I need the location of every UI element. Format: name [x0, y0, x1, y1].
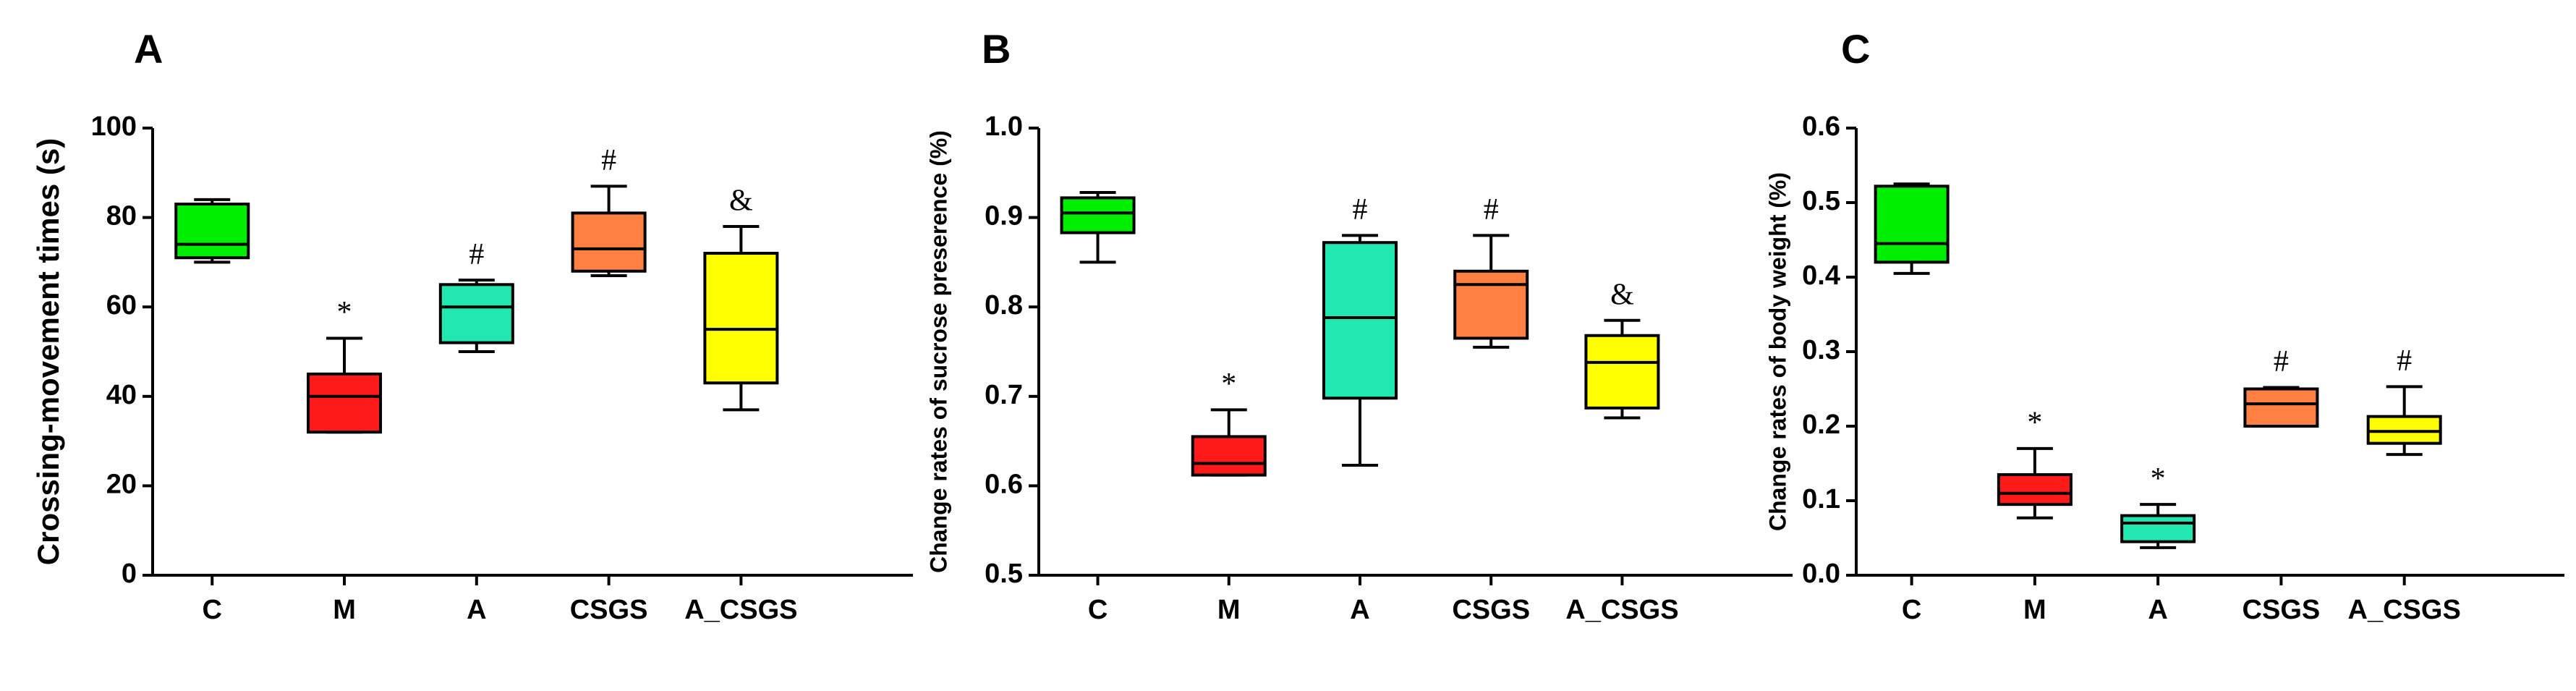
y-tick-label: 0.0 [1802, 559, 1840, 589]
y-tick-label: 0.2 [1802, 410, 1840, 440]
box [2243, 387, 2319, 428]
annotation: * [337, 296, 352, 329]
x-tick-label: M [2023, 595, 2046, 625]
y-tick-label: 0.6 [985, 469, 1023, 499]
y-tick-label: 100 [91, 111, 137, 142]
x-tick-label: M [1217, 595, 1241, 625]
box [1997, 472, 2073, 506]
x-tick-label: CSGS [1452, 595, 1530, 625]
box [1191, 435, 1267, 477]
annotation: # [601, 144, 616, 177]
x-tick-label: A [2148, 595, 2167, 625]
annotation: & [729, 185, 753, 218]
y-tick-label: 0.8 [985, 290, 1023, 321]
annotation: # [1484, 193, 1499, 226]
y-tick-label: 1.0 [985, 111, 1023, 142]
box [1060, 196, 1136, 234]
annotation: # [1352, 193, 1367, 226]
box [2120, 514, 2196, 543]
x-tick-label: A [1350, 595, 1369, 625]
annotation: * [2151, 462, 2166, 496]
y-tick-label: 0.1 [1802, 484, 1840, 514]
x-tick-label: A_CSGS [2348, 595, 2461, 625]
y-axis-label: Crossing-movement times (s) [31, 138, 65, 565]
x-tick-label: M [333, 595, 356, 625]
box [571, 211, 647, 273]
box [1322, 241, 1398, 400]
y-tick-label: 20 [106, 469, 137, 499]
y-tick-label: 0.7 [985, 380, 1023, 410]
x-tick-label: C [1088, 595, 1108, 625]
panel-letter: A [134, 26, 163, 72]
x-tick-label: A [467, 595, 486, 625]
y-tick-label: 80 [106, 201, 137, 232]
y-tick-label: 40 [106, 380, 137, 410]
x-tick-label: A_CSGS [684, 595, 797, 625]
box [307, 372, 383, 434]
annotation: # [2274, 345, 2289, 378]
y-tick-label: 0.5 [1802, 186, 1840, 216]
box [1874, 185, 1950, 264]
x-tick-label: C [1902, 595, 1921, 625]
annotation: * [2027, 407, 2042, 440]
x-tick-label: CSGS [570, 595, 648, 625]
annotation: & [1610, 278, 1634, 311]
y-tick-label: 0.6 [1802, 111, 1840, 142]
y-axis-label: Change rates of body weight (%) [1764, 172, 1790, 531]
box [1584, 334, 1660, 410]
y-tick-label: 0.3 [1802, 335, 1840, 365]
y-tick-label: 0 [122, 559, 137, 589]
box [703, 252, 779, 385]
annotation: # [2397, 344, 2412, 378]
x-tick-label: CSGS [2243, 595, 2321, 625]
y-tick-label: 60 [106, 290, 137, 321]
box [174, 203, 250, 260]
y-axis-label: Change rates of sucrose preserence (%) [925, 130, 951, 573]
box [1453, 269, 1529, 340]
y-tick-label: 0.5 [985, 559, 1023, 589]
box [438, 283, 514, 344]
box [2366, 415, 2442, 445]
panel-letter: C [1841, 26, 1870, 72]
x-tick-label: A_CSGS [1565, 595, 1678, 625]
x-tick-label: C [203, 595, 222, 625]
y-tick-label: 0.9 [985, 201, 1023, 232]
annotation: # [469, 238, 484, 271]
panel-letter: B [982, 26, 1011, 72]
y-tick-label: 0.4 [1802, 260, 1840, 291]
annotation: * [1221, 368, 1236, 401]
